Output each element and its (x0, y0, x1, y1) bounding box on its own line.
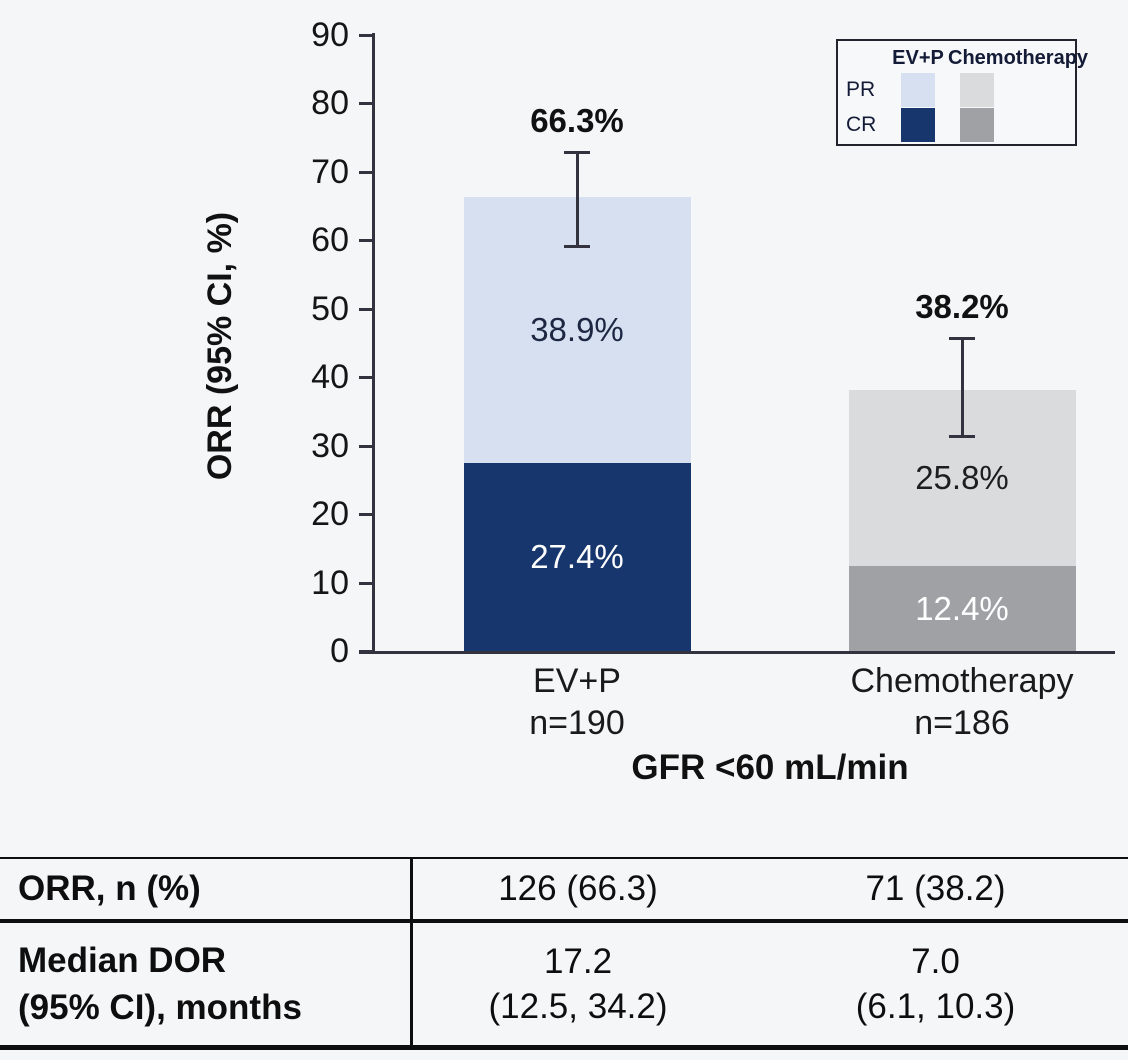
table-cell-chemotherapy: 71 (38.2) (865, 869, 1006, 909)
error-bar-cap-bottom-evp (564, 245, 590, 249)
bar-total-label-evp: 66.3% (530, 102, 624, 140)
error-bar-line-chemotherapy (960, 338, 964, 438)
y-axis-tick (359, 444, 372, 448)
y-axis-tick-label: 30 (311, 426, 349, 465)
x-category-n-chemotherapy: n=186 (914, 704, 1010, 742)
error-bar-cap-bottom-chemotherapy (949, 435, 975, 439)
x-category-n-evp: n=190 (529, 704, 625, 742)
y-axis-tick-label: 40 (311, 358, 349, 397)
y-axis-tick (359, 102, 372, 106)
table-row-label: Median DOR (95% CI), months (0, 923, 413, 1045)
table-cell-chemotherapy: 7.0 (6.1, 10.3) (855, 941, 1016, 1027)
legend-header-chemotherapy: Chemotherapy (948, 46, 1089, 69)
legend-header-evp: EV+P (892, 46, 944, 69)
x-axis-line (359, 651, 1115, 654)
table-row-label: ORR, n (%) (0, 859, 413, 919)
y-axis-tick-label: 80 (311, 84, 349, 123)
legend-swatch-pr-evp (901, 73, 935, 108)
bar-segment-cr-chemotherapy: 12.4% (848, 566, 1076, 651)
bar-total-label-chemotherapy: 38.2% (915, 288, 1009, 326)
error-bar-cap-top-evp (564, 151, 590, 155)
y-axis-tick-label: 70 (311, 152, 349, 191)
table-cell-evp: 126 (66.3) (498, 869, 658, 909)
legend-swatch-pr-chemotherapy (960, 73, 994, 108)
table-cell-evp: 17.2 (12.5, 34.2) (488, 941, 668, 1027)
y-axis-tick-label: 10 (311, 563, 349, 602)
y-axis-tick (359, 581, 372, 585)
y-axis-tick (359, 307, 372, 311)
x-category-label-evp: EV+P (533, 662, 621, 700)
table-row: ORR, n (%) 126 (66.3) 71 (38.2) (0, 859, 1128, 923)
y-axis-tick (359, 170, 372, 174)
error-bar-line-evp (575, 152, 579, 248)
results-table: ORR, n (%) 126 (66.3) 71 (38.2) Median D… (0, 857, 1128, 1050)
y-axis-tick-label: 50 (311, 289, 349, 328)
y-axis-line (372, 33, 375, 651)
y-axis-tick-label: 60 (311, 221, 349, 260)
y-axis-tick (359, 34, 372, 37)
legend-swatch-cr-evp (901, 107, 935, 142)
y-axis-tick-label: 0 (330, 632, 349, 670)
y-axis-tick (359, 239, 372, 243)
y-axis-tick (359, 513, 372, 517)
bar-segment-cr-evp: 27.4% (463, 463, 691, 651)
legend-row-label-cr: CR (846, 112, 877, 136)
error-bar-cap-top-chemotherapy (949, 337, 975, 341)
x-axis-group-label: GFR <60 mL/min (631, 748, 909, 787)
chart-legend: EV+P Chemotherapy PR CR (836, 39, 1088, 146)
y-axis-tick (359, 376, 372, 380)
y-axis-title: ORR (95% CI, %) (201, 211, 239, 481)
legend-swatch-cr-chemotherapy (960, 107, 994, 142)
y-axis-tick-label: 20 (311, 495, 349, 534)
legend-row-label-pr: PR (846, 78, 876, 102)
table-row: Median DOR (95% CI), months 17.2 (12.5, … (0, 923, 1128, 1045)
x-category-label-chemotherapy: Chemotherapy (850, 662, 1074, 700)
y-axis-tick-label: 90 (311, 16, 349, 54)
